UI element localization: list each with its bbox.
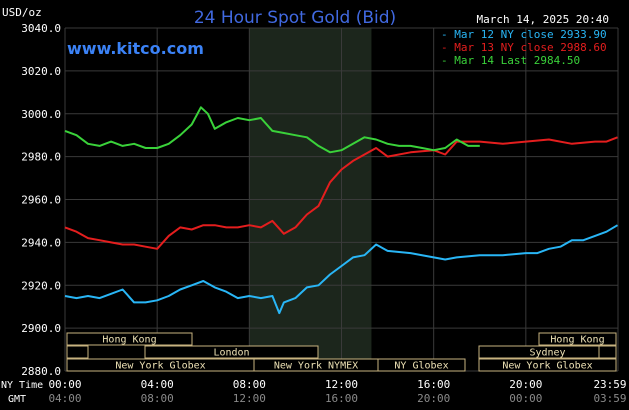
x-tick-label-ny: 00:00 [48, 378, 81, 391]
legend-item-2: - Mar 13 NY close 2988.60 [441, 41, 607, 54]
session-label: New York Globex [115, 361, 205, 372]
session-bar [598, 345, 617, 359]
session-bar: New York Globex [66, 358, 255, 372]
x-tick-label-gmt: 08:00 [141, 392, 174, 405]
session-bar-box [144, 345, 319, 359]
session-label: NY Globex [394, 361, 448, 372]
x-tick-label-gmt: 20:00 [417, 392, 450, 405]
session-bar-box [66, 345, 89, 359]
y-tick-label: 3000.0 [21, 108, 61, 121]
plot-area: 2880.0 2900.0 2920.0 2940.0 2960.0 2980.0 3000… [21, 22, 619, 378]
series-line-3 [64, 106, 480, 154]
grid-lines [64, 27, 619, 372]
x-tick-label-ny: 12:00 [325, 378, 358, 391]
session-bar: Hong Kong [538, 332, 617, 346]
y-tick-label: 2880.0 [21, 365, 61, 378]
x-tick-label-ny: 23:59 [593, 378, 626, 391]
session-bar-box [377, 358, 466, 372]
session-bar [66, 345, 89, 359]
x-tick-label-gmt: 00:00 [509, 392, 542, 405]
y-tick-label: 2960.0 [21, 194, 61, 207]
session-bar: New York NYMEX [253, 358, 379, 372]
y-tick-label: 2920.0 [21, 279, 61, 292]
session-bar-box [478, 358, 617, 372]
legend-item-1: - Mar 12 NY close 2933.90 [441, 28, 607, 41]
x-tick-label-ny: 16:00 [417, 378, 450, 391]
x-tick-label-ny: 20:00 [509, 378, 542, 391]
session-bar-box [598, 345, 617, 359]
session-label: New York NYMEX [274, 361, 358, 372]
legend-item-3: - Mar 14 Last 2984.50 [441, 54, 580, 67]
session-bar-box [66, 332, 193, 346]
session-bar: NY Globex [377, 358, 466, 372]
series-lines [64, 106, 619, 315]
y-tick-label: 2900.0 [21, 322, 61, 335]
x-axis: NY Time GMT 00:00 04:00 08:00 12:00 16:00 20:… [1, 378, 627, 405]
y-tick-label: 2980.0 [21, 151, 61, 164]
ny-time-label: NY Time [1, 380, 43, 391]
gmt-label: GMT [8, 394, 26, 405]
session-label: Hong Kong [102, 335, 156, 346]
series-line-2 [64, 136, 618, 250]
x-tick-label-gmt: 04:00 [48, 392, 81, 405]
watermark: www.kitco.com [67, 39, 204, 58]
y-tick-label: 2940.0 [21, 236, 61, 249]
session-bar-box [538, 332, 617, 346]
session-bar: Sydney [478, 345, 617, 359]
chart-title: 24 Hour Spot Gold (Bid) [194, 8, 396, 28]
session-bar: Hong Kong [66, 332, 193, 346]
session-bars: Hong Kong London New York Globex New York N… [66, 332, 617, 372]
unit-label: USD/oz [2, 6, 42, 19]
session-bar: London [144, 345, 319, 359]
y-tick-label: 3040.0 [21, 22, 61, 35]
x-tick-label-gmt: 16:00 [325, 392, 358, 405]
x-tick-label-gmt: 12:00 [233, 392, 266, 405]
y-tick-label: 3020.0 [21, 65, 61, 78]
y-axis-ticks: 2880.0 2900.0 2920.0 2940.0 2960.0 2980.0 3000… [21, 22, 61, 378]
series-line-1 [64, 224, 619, 315]
session-label: London [213, 348, 249, 359]
session-bar: New York Globex [478, 358, 617, 372]
session-label: New York Globex [502, 361, 592, 372]
x-tick-label-gmt: 03:59 [593, 392, 626, 405]
x-tick-label-ny: 08:00 [233, 378, 266, 391]
session-label: Sydney [529, 348, 565, 359]
session-label: Hong Kong [550, 335, 604, 346]
x-tick-label-ny: 04:00 [141, 378, 174, 391]
date-stamp: March 14, 2025 20:40 [477, 13, 609, 26]
legend: - Mar 12 NY close 2933.90- Mar 13 NY clo… [441, 28, 607, 67]
